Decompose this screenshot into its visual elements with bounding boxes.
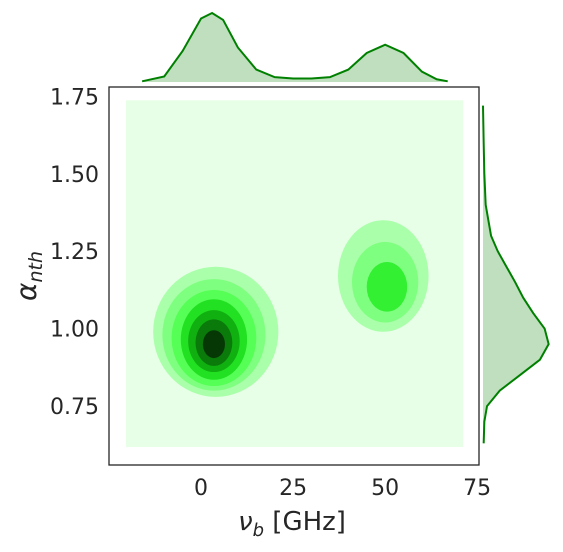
plot-frame (108, 86, 480, 466)
x-tick-label: 25 (279, 476, 307, 501)
y-axis-label: αnth (10, 251, 47, 301)
top-marginal-line (141, 11, 448, 83)
x-label-symbol: ν (238, 507, 253, 537)
contour-level (202, 330, 225, 359)
x-tick-label: 50 (371, 476, 399, 501)
x-tick-label: 75 (463, 476, 491, 501)
y-tick-label: 1.75 (50, 85, 99, 110)
y-tick-label: 0.75 (50, 395, 99, 420)
contour-level (366, 262, 408, 312)
x-tick-label: 0 (194, 476, 208, 501)
y-label-sub: nth (25, 251, 47, 283)
right-marginal-area (483, 105, 549, 444)
y-tick-label: 1.25 (50, 240, 99, 265)
x-label-sub: b (253, 520, 264, 541)
y-tick-label: 1.50 (50, 163, 99, 188)
top-marginal-area (142, 13, 448, 82)
x-axis-label: νb [GHz] (238, 507, 346, 541)
right-marginal-line (482, 105, 550, 444)
x-label-unit: [GHz] (264, 507, 346, 537)
y-tick-label: 1.00 (50, 318, 99, 343)
y-label-symbol: α (10, 282, 43, 301)
